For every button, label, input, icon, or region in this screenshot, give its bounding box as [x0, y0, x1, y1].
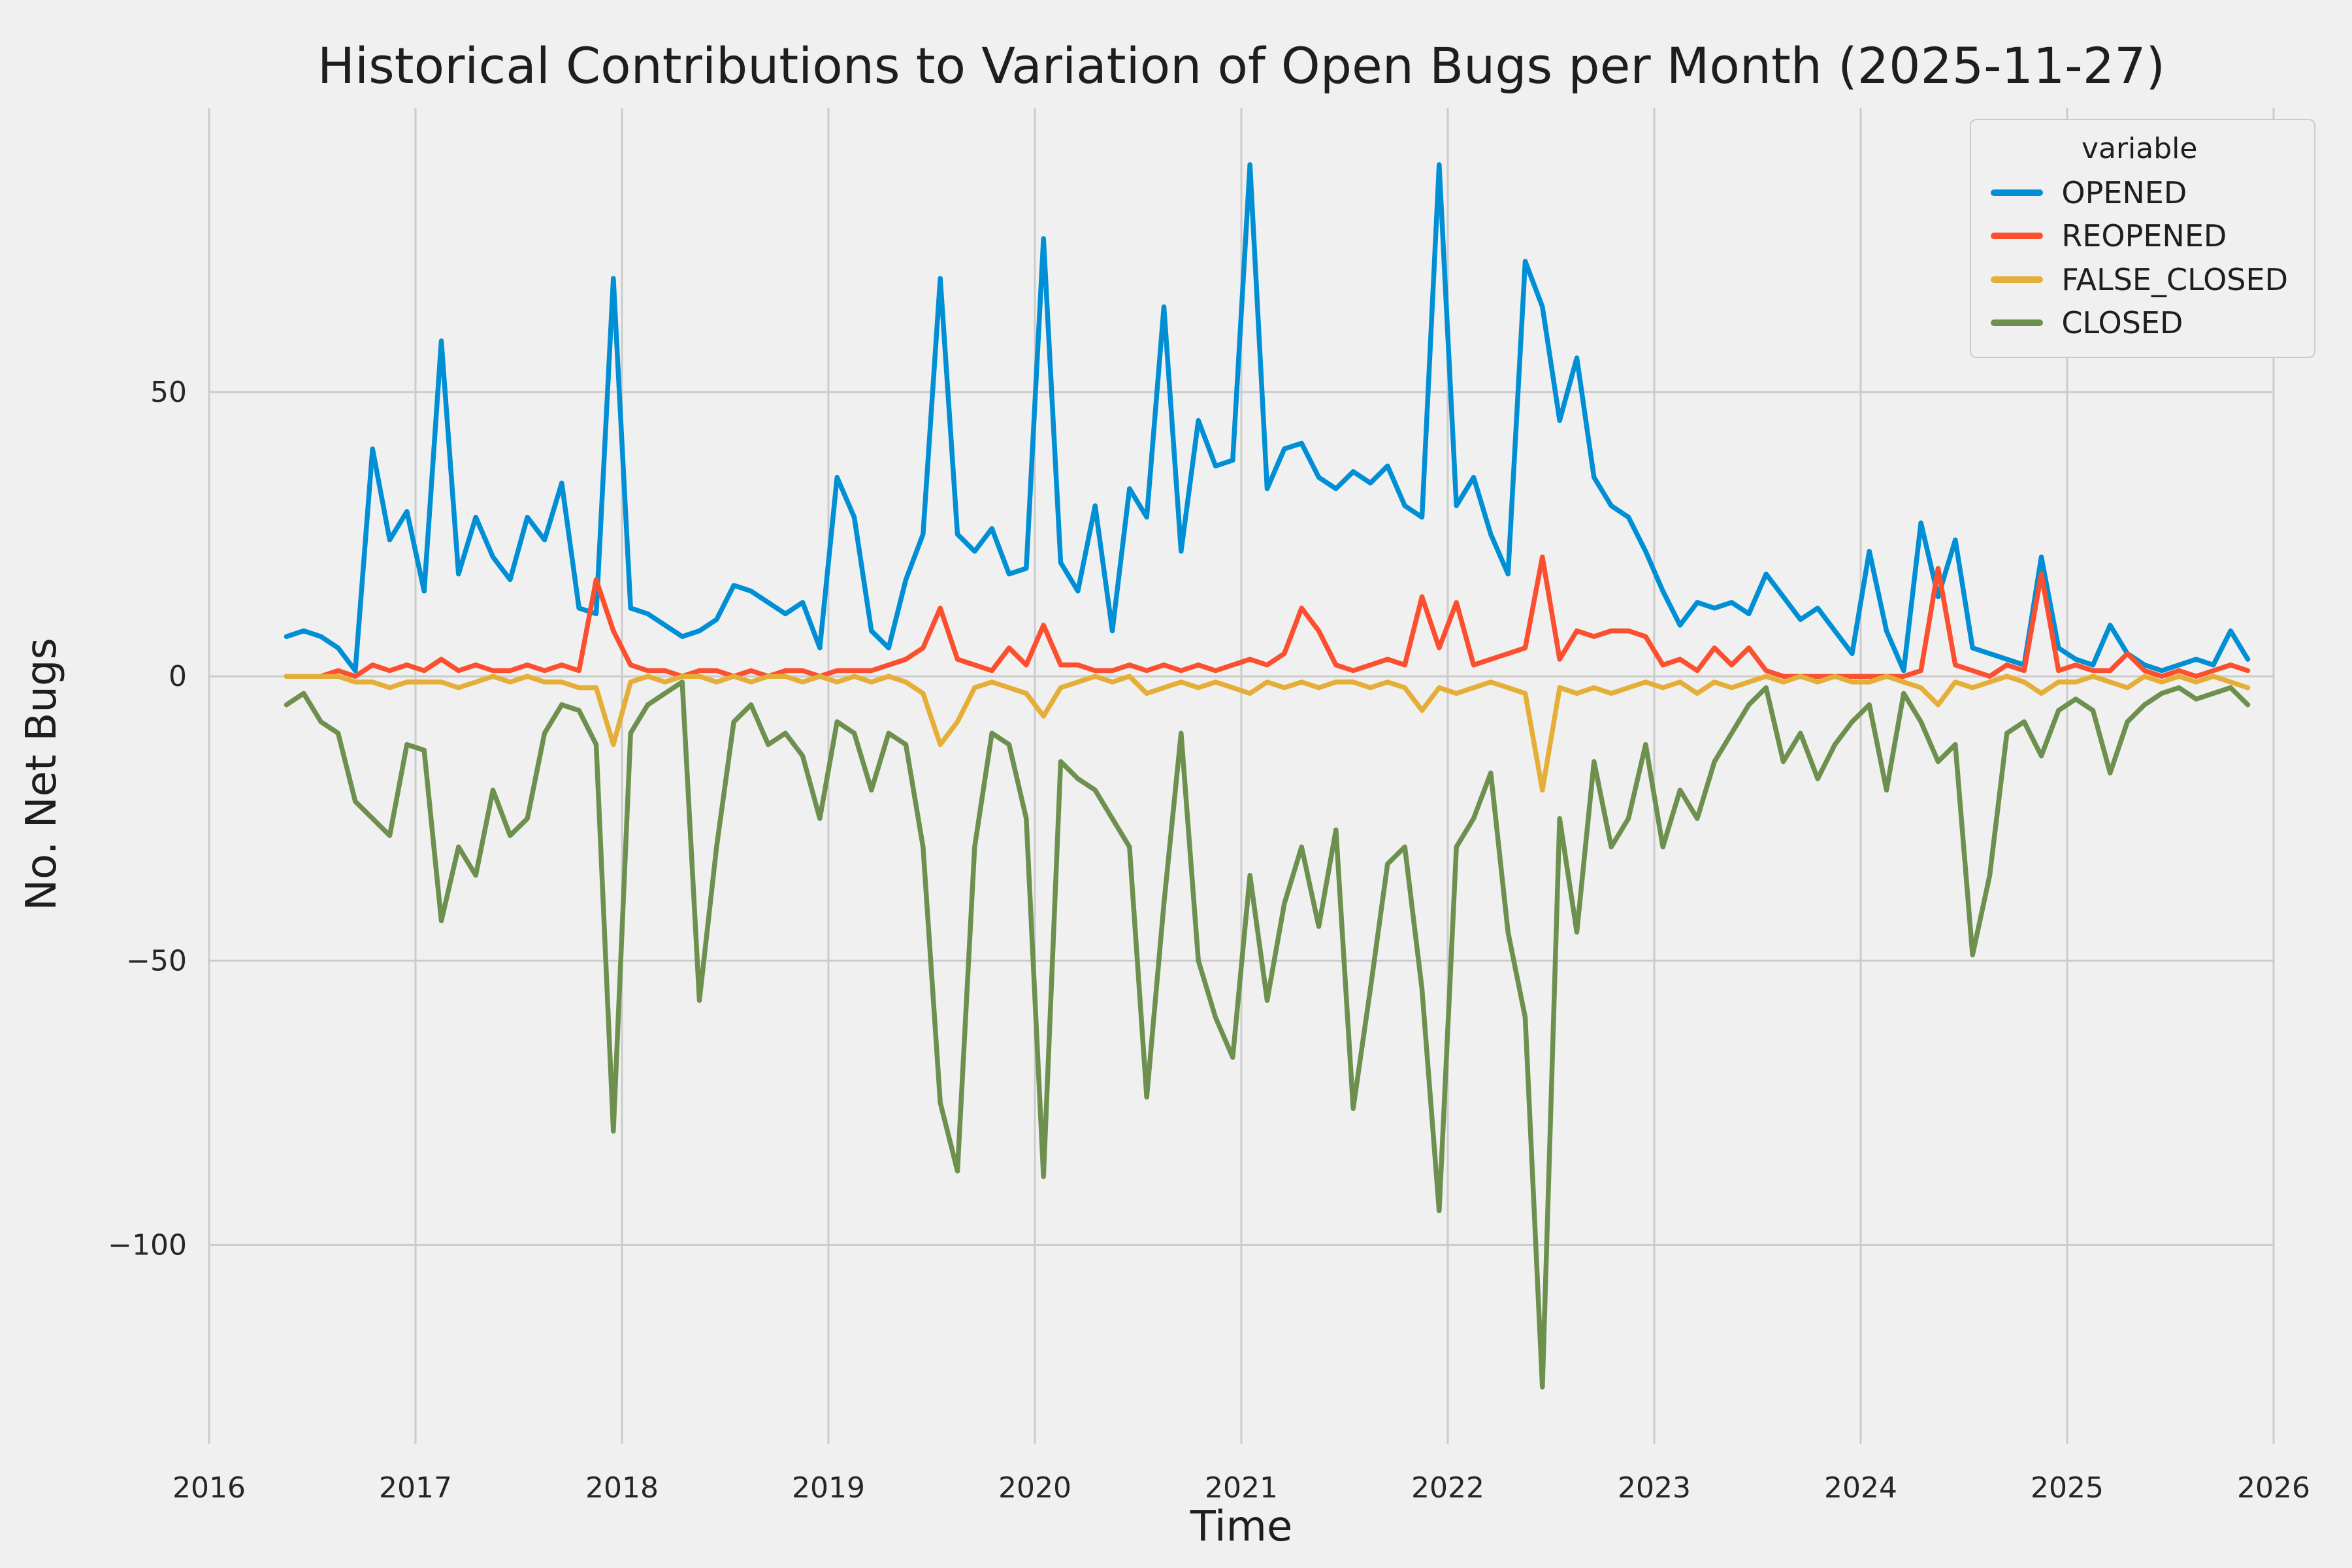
x-tick-label: 2024: [1824, 1471, 1897, 1505]
legend-label: REOPENED: [2061, 218, 2227, 254]
legend-swatch: [1991, 319, 2044, 327]
chart-title: Historical Contributions to Variation of…: [317, 37, 2166, 95]
x-tick-label: 2026: [2237, 1471, 2310, 1505]
legend-swatch: [1991, 189, 2044, 197]
legend-label: CLOSED: [2061, 304, 2183, 340]
y-tick-label: −100: [108, 1228, 187, 1262]
legend-item-false_closed: FALSE_CLOSED: [1991, 261, 2288, 297]
series-line-false_closed: [284, 674, 2251, 793]
y-tick-label: 0: [169, 660, 187, 693]
legend-item-closed: CLOSED: [1991, 307, 2288, 338]
legend-label: OPENED: [2061, 175, 2187, 210]
x-tick-label: 2023: [1618, 1471, 1691, 1505]
x-tick-label: 2025: [2031, 1471, 2104, 1505]
legend-items: OPENED REOPENED FALSE_CLOSED CLOSED: [1991, 177, 2288, 338]
legend-title: variable: [2081, 132, 2198, 165]
x-tick-label: 2021: [1205, 1471, 1278, 1505]
legend-item-reopened: REOPENED: [1991, 220, 2288, 252]
y-axis-label: No. Net Bugs: [18, 638, 66, 911]
y-tick-label: 50: [150, 376, 187, 409]
series-line-closed: [284, 679, 2251, 1390]
x-tick-label: 2017: [379, 1471, 452, 1505]
series-line-reopened: [284, 554, 2251, 679]
legend-swatch: [1991, 233, 2044, 240]
x-tick-label: 2016: [172, 1471, 246, 1505]
legend: variable OPENED REOPENED FALSE_CLOSED CLOSE…: [1970, 119, 2315, 359]
x-axis-label: Time: [1190, 1503, 1293, 1551]
legend-swatch: [1991, 276, 2044, 283]
y-tick-label: −50: [126, 944, 187, 977]
x-tick-label: 2018: [585, 1471, 659, 1505]
x-tick-label: 2020: [998, 1471, 1071, 1505]
legend-item-opened: OPENED: [1991, 177, 2288, 208]
series-line-opened: [284, 162, 2251, 674]
x-tick-label: 2022: [1411, 1471, 1484, 1505]
x-tick-label: 2019: [792, 1471, 865, 1505]
legend-label: FALSE_CLOSED: [2061, 261, 2288, 297]
